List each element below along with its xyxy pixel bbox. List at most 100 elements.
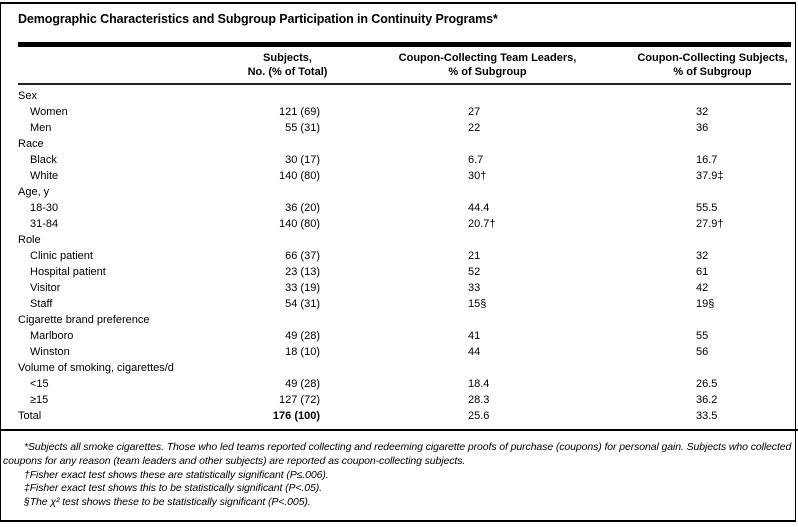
footnote: §The χ² test shows these to be statistic… xyxy=(24,496,311,509)
cell-subjects: 49 (28) xyxy=(285,330,320,342)
cell-leaders: 33 xyxy=(468,282,481,294)
cell-collectors: 33.5 xyxy=(696,410,718,422)
cell-leaders: 52 xyxy=(468,266,481,278)
header-line-1: Coupon-Collecting Team Leaders, xyxy=(398,52,577,64)
cell-subjects: 30 (17) xyxy=(285,154,320,166)
cell-leaders: 15§ xyxy=(468,298,487,310)
header-line-2: No. (% of Total) xyxy=(247,66,328,78)
table-row: Marlboro 49 (28) 41 55 xyxy=(0,328,798,344)
column-header-coupon-subjects: Coupon-Collecting Subjects, % of Subgrou… xyxy=(610,51,798,79)
cell-collectors: 56 xyxy=(696,346,709,358)
cell-collectors: 16.7 xyxy=(696,154,718,166)
cell-leaders: 30† xyxy=(468,170,487,182)
row-label: Volume of smoking, cigarettes/d xyxy=(18,362,174,374)
row-label: 31-84 xyxy=(30,218,59,230)
table-row: Winston 18 (10) 44 56 xyxy=(0,344,798,360)
row-label: Race xyxy=(18,138,44,150)
cell-leaders: 25.6 xyxy=(468,410,490,422)
cell-collectors: 36.2 xyxy=(696,394,718,406)
cell-subjects: 140 (80) xyxy=(279,170,320,182)
column-header-subjects: Subjects, No. (% of Total) xyxy=(190,51,385,79)
table-row: ≥15 127 (72) 28.3 36.2 xyxy=(0,392,798,408)
row-label: Marlboro xyxy=(30,330,74,342)
table-row: <15 49 (28) 18.4 26.5 xyxy=(0,376,798,392)
table-row: Hospital patient 23 (13) 52 61 xyxy=(0,264,798,280)
row-label: Total xyxy=(18,410,42,422)
row-label: Black xyxy=(30,154,57,166)
footnote-rule xyxy=(0,429,798,431)
footnotes: *Subjects all smoke cigarettes. Those wh… xyxy=(3,441,795,510)
cell-collectors: 36 xyxy=(696,122,709,134)
row-label: Hospital patient xyxy=(30,266,106,278)
cell-subjects: 54 (31) xyxy=(285,298,320,310)
row-label: Role xyxy=(18,234,41,246)
cell-leaders: 6.7 xyxy=(468,154,484,166)
row-label: Men xyxy=(30,122,52,134)
cell-collectors: 61 xyxy=(696,266,709,278)
footnote: *Subjects all smoke cigarettes. Those wh… xyxy=(3,441,792,467)
cell-subjects: 66 (37) xyxy=(285,250,320,262)
cell-collectors: 42 xyxy=(696,282,709,294)
cell-leaders: 28.3 xyxy=(468,394,490,406)
row-label: Women xyxy=(30,106,68,118)
row-label: <15 xyxy=(30,378,49,390)
group-row: Sex xyxy=(0,88,798,104)
cell-subjects: 121 (69) xyxy=(279,106,320,118)
cell-subjects: 127 (72) xyxy=(279,394,320,406)
cell-collectors: 55.5 xyxy=(696,202,718,214)
row-label: Cigarette brand preference xyxy=(18,314,150,326)
row-label: Clinic patient xyxy=(30,250,93,262)
row-label: ≥15 xyxy=(30,394,49,406)
row-label: Age, y xyxy=(18,186,50,198)
column-header-row: Subjects, No. (% of Total) Coupon-Collec… xyxy=(0,51,798,81)
cell-collectors: 55 xyxy=(696,330,709,342)
cell-subjects: 55 (31) xyxy=(285,122,320,134)
cell-subjects: 36 (20) xyxy=(285,202,320,214)
group-row: Age, y xyxy=(0,184,798,200)
header-line-2: % of Subgroup xyxy=(448,66,527,78)
row-label: 18-30 xyxy=(30,202,59,214)
table-row: Black 30 (17) 6.7 16.7 xyxy=(0,152,798,168)
footnote: †Fisher exact test shows these are stati… xyxy=(24,468,329,481)
row-label: Winston xyxy=(30,346,70,358)
cell-leaders: 22 xyxy=(468,122,481,134)
table-row: White 140 (80) 30† 37.9‡ xyxy=(0,168,798,184)
title-rule xyxy=(18,42,791,47)
header-rule xyxy=(18,83,791,85)
cell-collectors: 26.5 xyxy=(696,378,718,390)
cell-subjects: 176 (100) xyxy=(272,410,320,422)
cell-leaders: 20.7† xyxy=(468,218,496,230)
table-row: Staff 54 (31) 15§ 19§ xyxy=(0,296,798,312)
row-label: White xyxy=(30,170,59,182)
cell-leaders: 21 xyxy=(468,250,481,262)
footnote: ‡Fisher exact test shows this to be stat… xyxy=(24,482,322,495)
row-label: Visitor xyxy=(30,282,61,294)
group-row: Role xyxy=(0,232,798,248)
group-row: Cigarette brand preference xyxy=(0,312,798,328)
table-row: Men 55 (31) 22 36 xyxy=(0,120,798,136)
header-line-1: Subjects, xyxy=(263,52,312,64)
table-row: Women 121 (69) 27 32 xyxy=(0,104,798,120)
table-title: Demographic Characteristics and Subgroup… xyxy=(18,12,498,26)
cell-subjects: 49 (28) xyxy=(285,378,320,390)
row-label: Sex xyxy=(18,90,37,102)
cell-subjects: 23 (13) xyxy=(285,266,320,278)
cell-collectors: 37.9‡ xyxy=(696,170,724,182)
header-line-2: % of Subgroup xyxy=(673,66,752,78)
table-row: 31-84 140 (80) 20.7† 27.9† xyxy=(0,216,798,232)
table-row: Total 176 (100) 25.6 33.5 xyxy=(0,408,798,424)
header-line-1: Coupon-Collecting Subjects, xyxy=(637,52,788,64)
cell-leaders: 27 xyxy=(468,106,481,118)
cell-subjects: 140 (80) xyxy=(279,218,320,230)
cell-subjects: 33 (19) xyxy=(285,282,320,294)
cell-collectors: 19§ xyxy=(696,298,715,310)
cell-collectors: 27.9† xyxy=(696,218,724,230)
table-row: Clinic patient 66 (37) 21 32 xyxy=(0,248,798,264)
cell-subjects: 18 (10) xyxy=(285,346,320,358)
table-row: 18-30 36 (20) 44.4 55.5 xyxy=(0,200,798,216)
cell-leaders: 18.4 xyxy=(468,378,490,390)
cell-leaders: 44.4 xyxy=(468,202,490,214)
cell-collectors: 32 xyxy=(696,106,709,118)
cell-leaders: 44 xyxy=(468,346,481,358)
column-header-team-leaders: Coupon-Collecting Team Leaders, % of Sub… xyxy=(370,51,605,79)
